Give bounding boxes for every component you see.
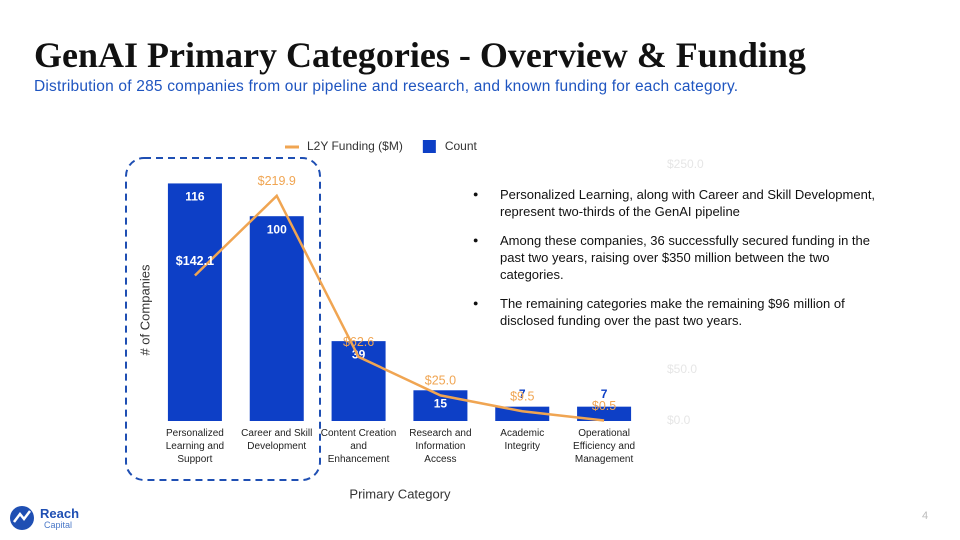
logo-icon	[10, 506, 34, 530]
page-number: 4	[922, 510, 929, 522]
x-tick-label: Academic Integrity	[500, 428, 545, 452]
bar-value-label: 7	[519, 387, 526, 401]
funding-line	[194, 193, 605, 422]
logo-sub: Capital	[44, 520, 73, 530]
bar	[249, 216, 304, 421]
legend-label: L2Y Funding ($M)	[307, 139, 403, 153]
title: GenAI Primary Categories - Overview & Fu…	[34, 35, 806, 75]
bar	[495, 406, 550, 421]
y2-tick-label: $0.0	[667, 413, 691, 427]
x-tick-label: Personalized Learning and Support	[165, 428, 225, 465]
bullet: Among these companies, 36 successfully s…	[473, 232, 880, 283]
x-axis-label: Primary Category	[349, 486, 451, 501]
x-tick-label: Research and Information Access	[409, 428, 472, 465]
logo-name: Reach	[40, 506, 80, 521]
line-value-label: $25.0	[425, 374, 456, 388]
highlight-box	[125, 157, 321, 481]
subtitle: Distribution of 285 companies from our p…	[34, 78, 739, 95]
x-tick-label: Content Creation and Enhancement	[320, 428, 397, 465]
line-value-label: $0.5	[592, 399, 616, 413]
bar-value-label: 7	[601, 387, 608, 401]
bullet: The remaining categories make the remain…	[473, 295, 880, 329]
bar-value-label: 15	[434, 396, 448, 410]
y2-tick-label: $250.0	[667, 157, 704, 171]
x-tick-label: Career and Skill Development	[241, 428, 313, 452]
line-value-label: $142.1	[176, 254, 214, 268]
bar-value-label: 116	[185, 190, 205, 204]
bullet-list: Personalized Learning, along with Career…	[472, 186, 880, 341]
y2-tick-label: $50.0	[667, 362, 697, 376]
legend-label: Count	[445, 139, 478, 153]
line-value-label: $219.9	[258, 174, 296, 188]
bullet: Personalized Learning, along with Career…	[473, 186, 880, 220]
x-tick-label: Operational Efficiency and Management	[573, 428, 636, 465]
line-value-label: $9.5	[510, 390, 534, 404]
y-axis-label: # of Companies	[137, 264, 152, 356]
bar	[577, 406, 632, 421]
legend-swatch	[422, 140, 436, 153]
bar-value-label: 100	[267, 222, 287, 236]
bar	[167, 183, 222, 421]
line-value-label: $62.6	[343, 335, 374, 349]
